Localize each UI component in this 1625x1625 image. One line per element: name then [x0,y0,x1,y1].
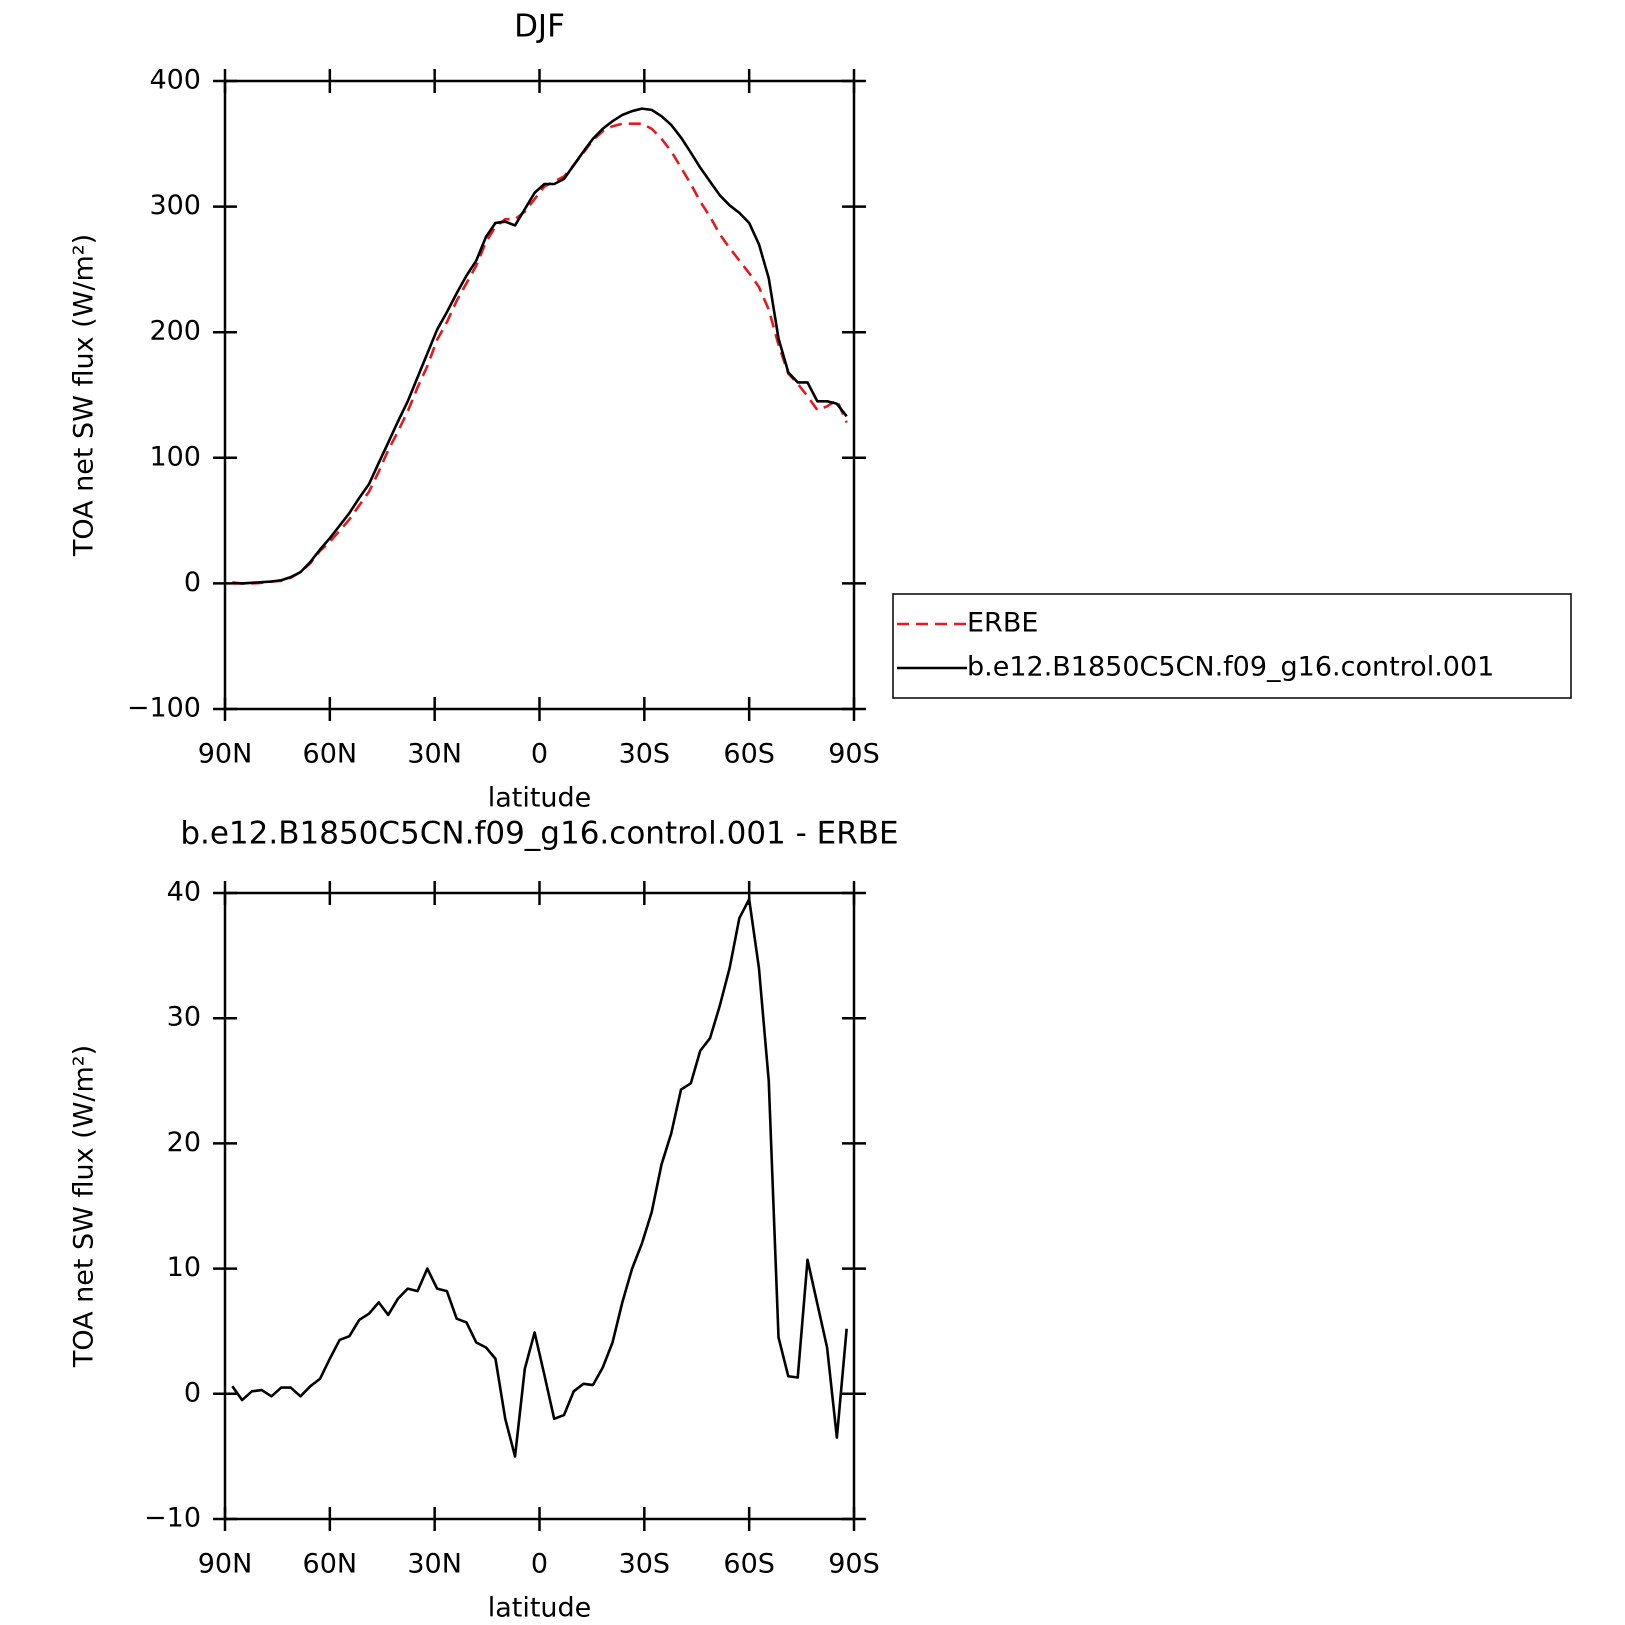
y-tick-label: −100 [127,693,201,724]
y-tick-label: 200 [149,316,201,347]
series-line [232,122,848,585]
x-tick-label: 60S [723,739,775,770]
y-tick-label: 0 [184,567,201,598]
legend: ERBE b.e12.B1850C5CN.f09_g16.control.001 [892,593,1572,699]
series-line [231,897,848,1458]
chart-title: b.e12.B1850C5CN.f09_g16.control.001 - ER… [180,816,898,852]
x-tick-label: 90N [198,739,253,770]
chart-title: DJF [514,9,565,45]
y-axis-label: TOA net SW flux (W/m²) [69,234,100,557]
x-axis-label: latitude [488,1593,592,1624]
plot-frame [223,891,856,1521]
x-tick-label: 30S [619,739,671,770]
y-tick-label: 0 [184,1377,201,1408]
y-tick-label: 40 [167,877,201,908]
y-tick-label: −10 [144,1503,201,1534]
legend-label: ERBE [967,608,1038,639]
x-tick-label: 60S [723,1549,775,1580]
y-tick-label: 10 [167,1252,201,1283]
x-tick-label: 90S [828,1549,880,1580]
x-tick-label: 90S [828,739,880,770]
x-axis-label: latitude [488,783,592,814]
x-tick-label: 90N [198,1549,253,1580]
x-tick-label: 60N [303,1549,358,1580]
x-tick-label: 0 [531,1549,548,1580]
y-tick-label: 100 [149,441,201,472]
x-tick-label: 30N [407,739,462,770]
legend-label: b.e12.B1850C5CN.f09_g16.control.001 [967,652,1494,683]
legend-box [892,593,1572,699]
x-tick-label: 30S [619,1549,671,1580]
series-line [232,107,848,585]
y-tick-label: 30 [167,1002,201,1033]
y-tick-label: 300 [149,190,201,221]
plot-frame [223,79,856,711]
x-tick-label: 30N [407,1549,462,1580]
y-axis-label: TOA net SW flux (W/m²) [69,1045,100,1368]
x-tick-label: 0 [531,739,548,770]
y-tick-label: 20 [167,1127,201,1158]
x-tick-label: 60N [303,739,358,770]
y-tick-label: 400 [149,65,201,96]
